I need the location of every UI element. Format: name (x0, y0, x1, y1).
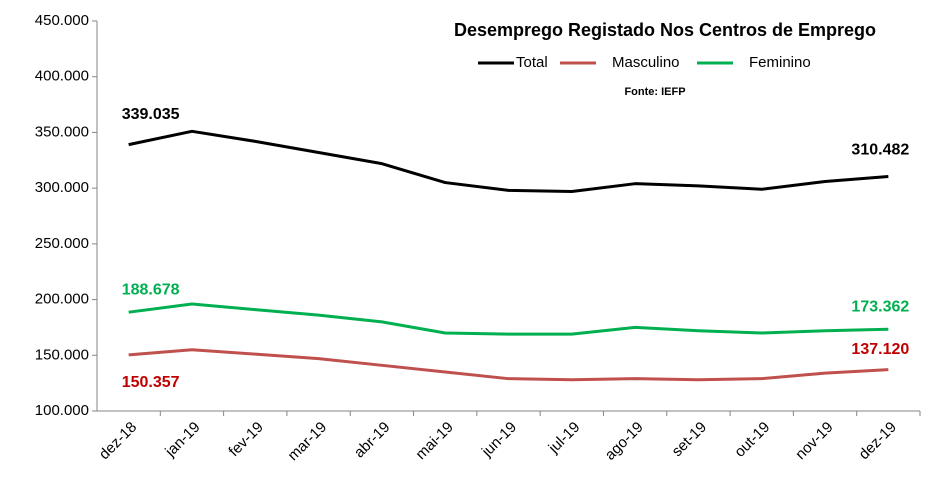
x-tick-label: dez-18 (96, 419, 140, 463)
x-tick-label: nov-19 (792, 419, 836, 463)
series-line (128, 302, 889, 336)
y-tick-label: 200.000 (35, 291, 89, 308)
legend-label: Feminino (749, 54, 811, 71)
x-tick-label: out-19 (731, 419, 773, 461)
y-tick-label: 450.000 (35, 12, 89, 29)
y-tick-label: 150.000 (35, 346, 89, 363)
data-label: 188.678 (122, 281, 180, 298)
x-tick-label: abr-19 (351, 419, 394, 462)
y-tick-label: 100.000 (35, 402, 89, 419)
x-tick-label: jul-19 (545, 419, 584, 458)
x-tick-label: jan-19 (161, 419, 203, 461)
data-label: 150.357 (122, 374, 180, 391)
chart-title: Desemprego Registado Nos Centros de Empr… (454, 20, 876, 40)
y-tick-label: 250.000 (35, 235, 89, 252)
y-tick-label: 400.000 (35, 68, 89, 85)
series-line (128, 348, 889, 382)
x-tick-label: jun-19 (478, 419, 520, 461)
data-label: 137.120 (851, 341, 909, 358)
y-tick-label: 300.000 (35, 179, 89, 196)
x-tick-label: ago-19 (602, 419, 647, 464)
x-tick-label: fev-19 (225, 419, 267, 461)
y-tick-label: 350.000 (35, 123, 89, 140)
legend-label: Masculino (612, 54, 680, 71)
data-label: 173.362 (851, 298, 909, 315)
x-tick-label: set-19 (669, 419, 711, 461)
data-label: 310.482 (851, 142, 909, 159)
x-tick-label: mai-19 (412, 419, 456, 463)
legend-label: Total (516, 54, 548, 71)
data-label: 339.035 (122, 106, 180, 123)
x-tick-label: dez-19 (856, 419, 900, 463)
chart-subtitle: Fonte: IEFP (624, 86, 685, 98)
x-tick-label: mar-19 (285, 419, 331, 465)
series-line (128, 129, 889, 193)
